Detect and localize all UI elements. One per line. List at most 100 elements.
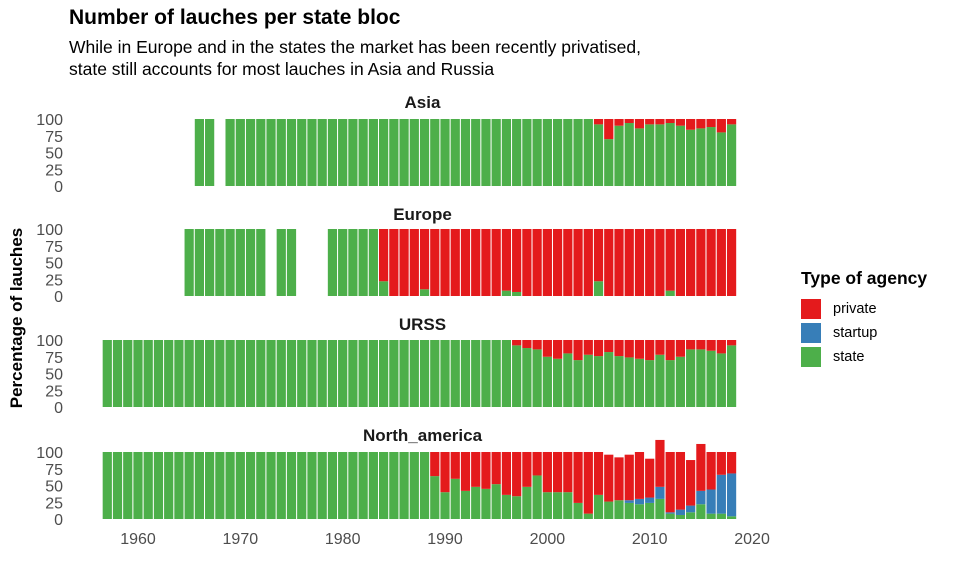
bar-private [501, 452, 512, 495]
bar-state [276, 452, 286, 519]
bar-state [552, 492, 563, 519]
bar-state [194, 119, 204, 186]
subtitle-line-1: While in Europe and in the states the ma… [69, 37, 641, 57]
bar-private [655, 439, 665, 487]
bar-private [491, 229, 501, 296]
bar-state [645, 502, 655, 519]
bar-private [675, 340, 686, 357]
bar-state [614, 356, 624, 407]
bar-state [686, 129, 696, 186]
bar-private [542, 229, 552, 296]
bar-state [491, 484, 501, 519]
bar-startup [686, 505, 696, 513]
y-tick-label: 25 [45, 162, 63, 179]
legend-label-private: private [833, 300, 877, 317]
bar-state [205, 452, 215, 519]
bar-state [164, 340, 174, 407]
bar-private [512, 340, 522, 346]
bar-state [286, 452, 297, 519]
y-tick-label: 50 [45, 256, 63, 273]
bar-private [593, 229, 604, 282]
bar-state [389, 340, 399, 407]
bar-private [624, 454, 634, 501]
bar-private [501, 229, 512, 291]
bar-state [327, 119, 338, 186]
bar-private [696, 229, 706, 296]
bar-private [686, 340, 696, 350]
bar-state [225, 119, 235, 186]
bar-private [379, 229, 389, 282]
bar-private [481, 452, 491, 489]
bar-state [471, 119, 481, 186]
bar-state [112, 452, 123, 519]
bar-state [256, 119, 266, 186]
bar-startup [665, 512, 675, 514]
bar-state [686, 512, 696, 519]
bar-state [604, 352, 614, 407]
bar-state [460, 119, 471, 186]
bar-state [368, 229, 378, 296]
bar-private [614, 340, 624, 357]
bar-private [573, 229, 583, 296]
bar-state [501, 340, 512, 407]
bar-private [430, 452, 440, 477]
bar-private [726, 340, 737, 346]
bar-private [563, 229, 573, 296]
bar-private [706, 229, 716, 296]
bar-private [389, 229, 399, 296]
legend-label-startup: startup [833, 324, 878, 341]
bar-state [286, 119, 297, 186]
bar-state [307, 340, 317, 407]
bar-private [665, 229, 675, 291]
bar-state [501, 290, 512, 296]
bar-state [624, 123, 634, 186]
bar-state [460, 490, 471, 519]
bar-private [532, 452, 542, 476]
bar-private [471, 452, 481, 487]
bar-private [573, 452, 583, 503]
bar-state [245, 119, 256, 186]
x-tick-label: 2020 [734, 531, 770, 548]
bar-state [726, 516, 737, 519]
bar-state [512, 119, 522, 186]
bar-private [552, 229, 563, 296]
bar-state [696, 128, 706, 186]
y-tick-label: 0 [54, 179, 63, 196]
bar-state [501, 494, 512, 519]
bar-state [563, 353, 573, 407]
bar-state [573, 360, 583, 407]
bar-state [389, 119, 399, 186]
bar-private [716, 229, 726, 296]
bar-private [604, 119, 614, 140]
bar-private [716, 452, 726, 475]
bar-private [542, 452, 552, 493]
bar-private [593, 119, 604, 125]
bar-private [706, 452, 716, 490]
bar-private [726, 119, 737, 125]
y-tick-label: 0 [54, 289, 63, 306]
y-tick-label: 50 [45, 146, 63, 163]
bar-state [205, 119, 215, 186]
bar-state [286, 340, 297, 407]
y-tick-label: 50 [45, 479, 63, 496]
bar-state [696, 504, 706, 519]
bar-private [440, 452, 450, 493]
chart-title: Number of lauches per state bloc [69, 6, 401, 29]
bar-state [348, 229, 358, 296]
bar-private [624, 119, 634, 124]
bar-state [430, 119, 440, 186]
bar-state [235, 229, 245, 296]
bar-state [450, 478, 460, 519]
bar-private [655, 119, 665, 125]
bar-private [450, 229, 460, 296]
bar-private [645, 119, 655, 125]
bar-state [440, 492, 450, 519]
bar-state [266, 340, 276, 407]
bar-private [491, 452, 501, 485]
bar-state [440, 340, 450, 407]
bar-state [419, 119, 430, 186]
bar-private [522, 340, 532, 349]
y-tick-label: 100 [36, 112, 63, 129]
bar-state [368, 452, 378, 519]
bar-private [696, 119, 706, 129]
